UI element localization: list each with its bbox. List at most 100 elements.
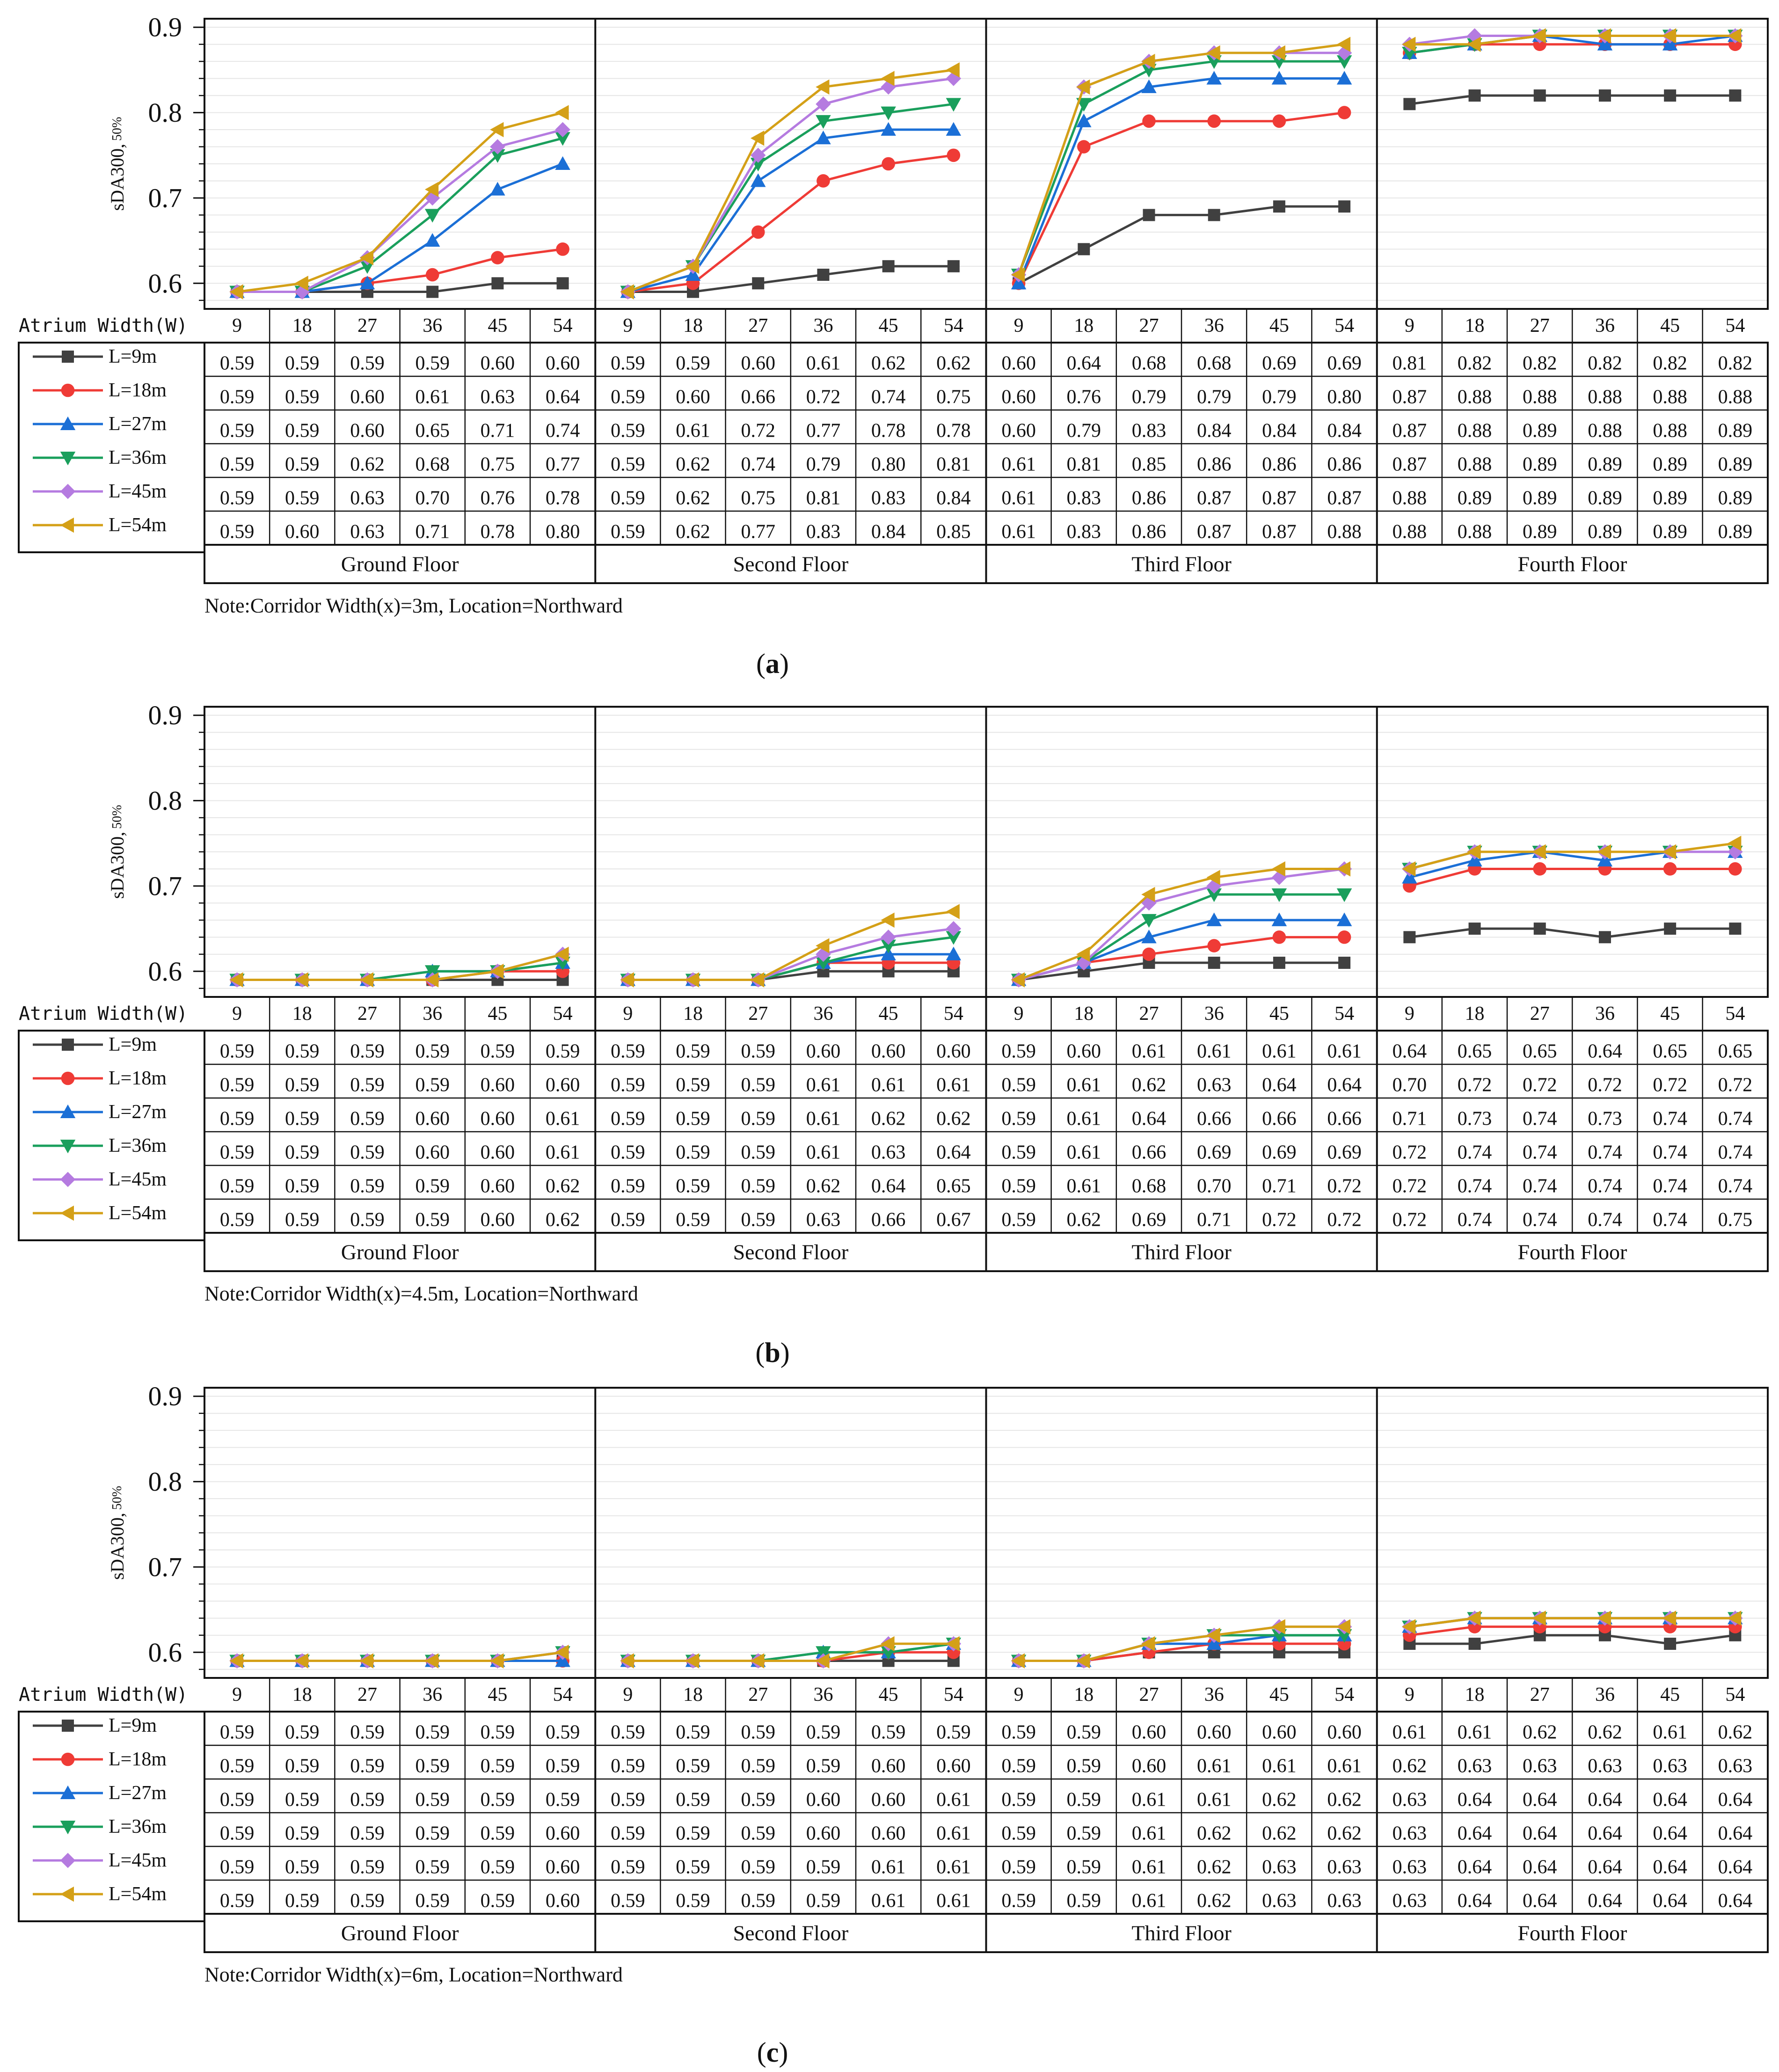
data-label: 0.74 (1653, 1142, 1687, 1164)
data-point (881, 1636, 895, 1652)
data-label: 0.60 (415, 1108, 450, 1130)
data-point (1336, 861, 1351, 877)
data-label: 0.59 (1001, 1108, 1036, 1130)
data-label: 0.60 (871, 1789, 906, 1811)
floor-label: Third Floor (1131, 552, 1231, 576)
data-label: 0.65 (1718, 1041, 1753, 1062)
data-point (1597, 844, 1611, 860)
data-label: 0.61 (546, 1108, 580, 1130)
x-tick-label: 9 (623, 1684, 633, 1706)
data-label: 0.64 (1262, 1075, 1297, 1096)
data-point (816, 79, 830, 95)
data-label: 0.59 (415, 1041, 450, 1062)
data-label: 0.61 (936, 1890, 971, 1912)
x-tick-label: 36 (1204, 1684, 1224, 1706)
data-label: 0.64 (1588, 1857, 1622, 1878)
data-label: 0.63 (1588, 1756, 1622, 1777)
y-tick-label: 0.6 (148, 956, 182, 987)
data-label: 0.59 (1001, 1142, 1036, 1164)
data-label: 0.59 (676, 1756, 710, 1777)
legend-marker (60, 416, 76, 430)
data-label: 0.64 (1653, 1823, 1687, 1845)
data-label: 0.62 (1197, 1857, 1232, 1878)
y-axis-title: sDA300, 50% (107, 1486, 128, 1580)
data-label: 0.59 (481, 1890, 515, 1912)
x-tick-label: 45 (1660, 315, 1680, 337)
data-label: 0.61 (1067, 1075, 1101, 1096)
data-label: 0.60 (1197, 1722, 1232, 1743)
data-point (424, 182, 439, 197)
floor-label: Second Floor (733, 1240, 849, 1264)
data-label: 0.87 (1393, 420, 1427, 442)
data-point (555, 105, 569, 120)
data-label: 0.64 (1653, 1789, 1687, 1811)
y-tick-label: 0.7 (148, 1552, 182, 1582)
data-point (751, 225, 765, 239)
data-label: 0.64 (1718, 1789, 1753, 1811)
data-label: 0.66 (871, 1209, 906, 1231)
data-label: 0.87 (1262, 521, 1297, 543)
floor-label: Ground Floor (341, 1240, 459, 1264)
data-point (1402, 870, 1417, 884)
series-line (1409, 867, 1735, 887)
x-tick-label: 54 (553, 1684, 573, 1706)
data-point (1468, 1638, 1481, 1650)
data-label: 0.59 (936, 1722, 971, 1743)
data-label: 0.88 (1458, 454, 1492, 476)
data-label: 0.63 (1458, 1756, 1492, 1777)
data-point (946, 921, 962, 937)
data-point (816, 131, 831, 145)
data-label: 0.60 (546, 353, 580, 374)
data-point (1664, 1638, 1677, 1650)
data-label: 0.77 (546, 454, 580, 476)
data-label: 0.60 (481, 1209, 515, 1231)
data-label: 0.63 (1393, 1789, 1427, 1811)
data-label: 0.62 (1718, 1722, 1753, 1743)
series-line (1409, 842, 1735, 870)
legend-marker (62, 1720, 74, 1732)
x-tick-label: 9 (1014, 1003, 1024, 1025)
series-line (627, 265, 954, 293)
data-label: 0.59 (1001, 1857, 1036, 1878)
data-point (1141, 53, 1155, 69)
data-label: 0.89 (1718, 420, 1753, 442)
data-label: 0.89 (1588, 454, 1622, 476)
data-point (1011, 267, 1025, 283)
data-label: 0.61 (1197, 1041, 1232, 1062)
data-label: 0.59 (285, 1041, 320, 1062)
series-line (1409, 34, 1735, 46)
data-point (555, 132, 570, 146)
data-label: 0.61 (1393, 1722, 1427, 1743)
data-label: 0.67 (936, 1209, 971, 1231)
data-point (751, 972, 765, 988)
data-label: 0.59 (350, 1857, 385, 1878)
data-label: 0.59 (546, 1789, 580, 1811)
y-tick-label: 0.7 (148, 183, 182, 213)
data-point (359, 972, 373, 988)
data-point (1468, 923, 1481, 935)
data-label: 0.64 (1588, 1823, 1622, 1845)
data-point (1271, 45, 1285, 61)
note: Note:Corridor Width(x)=6m, Location=Nort… (204, 1963, 623, 1986)
data-label: 0.82 (1588, 353, 1622, 374)
data-label: 0.61 (1132, 1789, 1167, 1811)
data-label: 0.59 (285, 353, 320, 374)
data-label: 0.60 (871, 1041, 906, 1062)
legend-marker (60, 1785, 76, 1799)
legend-marker (62, 351, 74, 363)
data-label: 0.64 (1458, 1789, 1492, 1811)
data-label: 0.59 (611, 1857, 645, 1878)
data-label: 0.59 (220, 1823, 255, 1845)
data-point (816, 1646, 831, 1660)
data-label: 0.74 (1458, 1209, 1492, 1231)
floor-label: Fourth Floor (1517, 1921, 1627, 1945)
data-label: 0.61 (1001, 488, 1036, 509)
x-tick-label: 54 (944, 1003, 963, 1025)
data-label: 0.85 (1132, 454, 1167, 476)
data-label: 0.59 (546, 1041, 580, 1062)
data-label: 0.62 (676, 454, 710, 476)
data-label: 0.63 (1393, 1823, 1427, 1845)
data-point (1206, 912, 1222, 926)
data-label: 0.61 (871, 1857, 906, 1878)
data-label: 0.74 (1523, 1142, 1557, 1164)
